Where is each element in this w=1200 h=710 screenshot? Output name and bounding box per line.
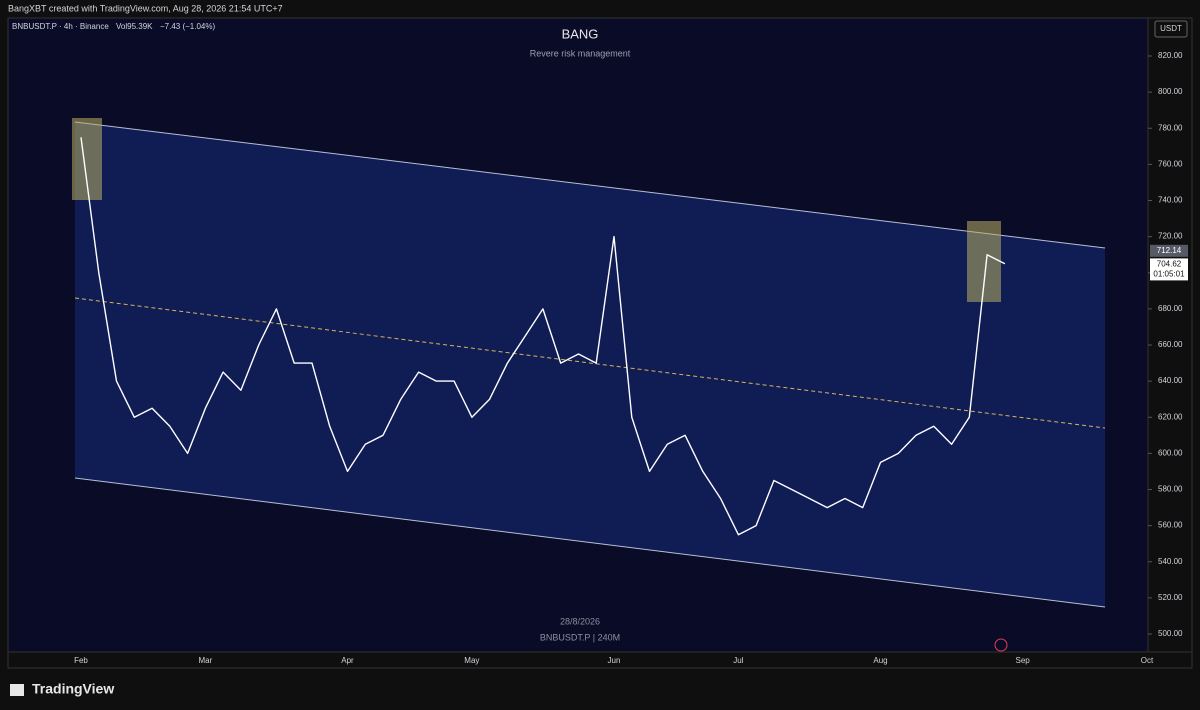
y-tick-label: 520.00: [1158, 593, 1183, 602]
x-tick-label: Jul: [733, 656, 743, 665]
y-tick-label: 680.00: [1158, 304, 1183, 313]
channel-fill: [75, 122, 1105, 607]
highlight-box: [967, 221, 1001, 302]
x-tick-label: Oct: [1141, 656, 1154, 665]
x-tick-label: May: [464, 656, 479, 665]
x-tick-label: Feb: [74, 656, 88, 665]
countdown: 01:05:01: [1153, 270, 1185, 279]
volume: Vol95.39K: [116, 22, 153, 31]
last-price-box: [1150, 244, 1188, 257]
last-price-label: 712.14: [1157, 246, 1182, 255]
chart-title: BANG: [562, 26, 599, 41]
y-tick-label: 500.00: [1158, 629, 1183, 638]
y-tick-label: 780.00: [1158, 123, 1183, 132]
channel-mid: [74, 297, 1106, 429]
currency-box[interactable]: [1154, 20, 1188, 38]
x-tick-label: Apr: [341, 656, 354, 665]
y-tick-label: 820.00: [1158, 51, 1183, 60]
x-tick-label: Mar: [198, 656, 212, 665]
brand-logo: [10, 684, 24, 696]
y-tick-label: 760.00: [1158, 159, 1183, 168]
y-tick-label: 580.00: [1158, 485, 1183, 494]
brand: TradingView: [32, 681, 114, 697]
x-tick-label: Sep: [1016, 656, 1031, 665]
x-tick-label: Jun: [608, 656, 621, 665]
y-tick-label: 740.00: [1158, 196, 1183, 205]
y-tick-label: 720.00: [1158, 232, 1183, 241]
y-tick-label: 560.00: [1158, 521, 1183, 530]
y-tick-label: 660.00: [1158, 340, 1183, 349]
channel-top: [74, 121, 1106, 249]
price-line: [80, 137, 1006, 536]
time-axis: [7, 651, 1193, 669]
price-axis: [1147, 17, 1193, 653]
current-price-box: [1150, 258, 1188, 281]
y-tick-label: 800.00: [1158, 87, 1183, 96]
currency[interactable]: USDT: [1160, 24, 1182, 33]
change: −7.43 (−1.04%): [160, 22, 215, 31]
current-price-label: 704.62: [1157, 260, 1182, 269]
y-tick-label: 600.00: [1158, 448, 1183, 457]
watermark-date: 28/8/2026: [560, 616, 600, 626]
y-tick-label: 540.00: [1158, 557, 1183, 566]
x-tick-label: Aug: [873, 656, 887, 665]
header: BangXBT created with TradingView.com, Au…: [8, 3, 283, 13]
y-tick-label: 640.00: [1158, 376, 1183, 385]
watermark-symbol: BNBUSDT.P | 240M: [540, 632, 620, 642]
chart-subtitle: Revere risk management: [530, 48, 631, 58]
alert-icon[interactable]: [994, 638, 1008, 652]
symbol-info: BNBUSDT.P · 4h · Binance: [12, 22, 109, 31]
channel-bottom: [74, 477, 1106, 608]
y-tick-label: 620.00: [1158, 412, 1183, 421]
